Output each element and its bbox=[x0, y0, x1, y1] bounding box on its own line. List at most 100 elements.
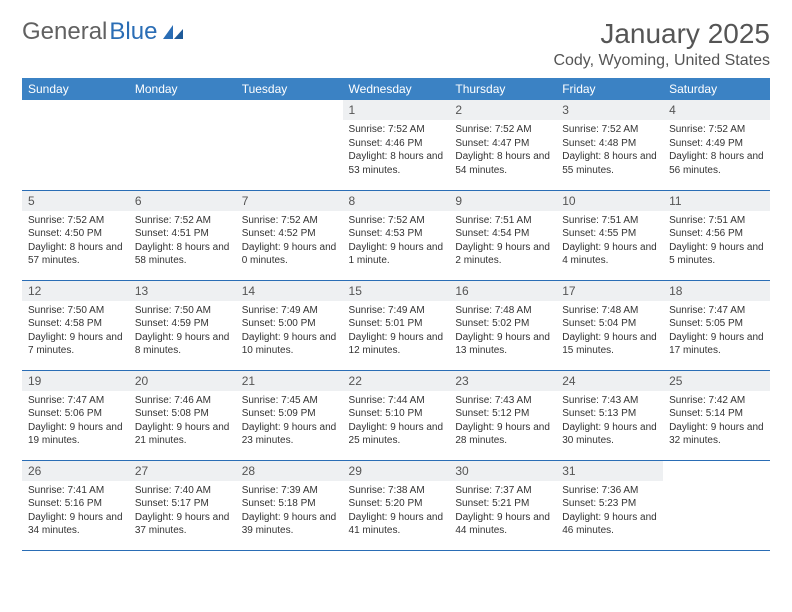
sunset-line: Sunset: 5:01 PM bbox=[349, 318, 423, 329]
calendar-day-cell: 26Sunrise: 7:41 AMSunset: 5:16 PMDayligh… bbox=[22, 460, 129, 550]
daylight-line: Daylight: 9 hours and 23 minutes. bbox=[242, 422, 337, 447]
sunrise-line: Sunrise: 7:52 AM bbox=[135, 215, 211, 226]
day-details: Sunrise: 7:41 AM Sunset: 5:16 PM Daylight:… bbox=[22, 481, 129, 541]
day-details: Sunrise: 7:51 AMSunset: 4:55 PMDaylight:… bbox=[556, 211, 663, 271]
day-number: 2 bbox=[449, 100, 556, 120]
sunset-line: Sunset: 5:04 PM bbox=[562, 318, 636, 329]
sunrise-line: Sunrise: 7:43 AM bbox=[562, 395, 638, 406]
sunrise-line: Sunrise: 7:36 AM bbox=[562, 485, 638, 496]
calendar-day-cell: 27Sunrise: 7:40 AMSunset: 5:17 PMDayligh… bbox=[129, 460, 236, 550]
calendar-day-cell: 20Sunrise: 7:46 AMSunset: 5:08 PMDayligh… bbox=[129, 370, 236, 460]
daylight-line: Daylight: 9 hours and 28 minutes. bbox=[455, 422, 550, 447]
sunset-line: Sunset: 4:47 PM bbox=[455, 138, 529, 149]
day-details: Sunrise: 7:52 AMSunset: 4:46 PMDaylight:… bbox=[343, 120, 450, 180]
sunrise-line: Sunrise: 7:40 AM bbox=[135, 485, 211, 496]
day-number: 11 bbox=[663, 191, 770, 211]
sunrise-line: Sunrise: 7:44 AM bbox=[349, 395, 425, 406]
day-number: 15 bbox=[343, 281, 450, 301]
calendar-day-cell: 18Sunrise: 7:47 AMSunset: 5:05 PMDayligh… bbox=[663, 280, 770, 370]
calendar-day-cell: 10Sunrise: 7:51 AMSunset: 4:55 PMDayligh… bbox=[556, 190, 663, 280]
day-number: 24 bbox=[556, 371, 663, 391]
day-number: 5 bbox=[22, 191, 129, 211]
calendar-day-cell: 6Sunrise: 7:52 AMSunset: 4:51 PMDaylight… bbox=[129, 190, 236, 280]
calendar-day-cell: 1Sunrise: 7:52 AMSunset: 4:46 PMDaylight… bbox=[343, 100, 450, 190]
weekday-header-row: Sunday Monday Tuesday Wednesday Thursday… bbox=[22, 78, 770, 100]
daylight-line: Daylight: 9 hours and 19 minutes. bbox=[28, 422, 123, 447]
sunset-line: Sunset: 5:18 PM bbox=[242, 498, 316, 509]
sunset-line: Sunset: 4:48 PM bbox=[562, 138, 636, 149]
sunrise-line: Sunrise: 7:52 AM bbox=[28, 215, 104, 226]
daylight-line: Daylight: 9 hours and 41 minutes. bbox=[349, 512, 444, 537]
sunset-line: Sunset: 5:16 PM bbox=[28, 498, 102, 509]
day-number: 21 bbox=[236, 371, 343, 391]
daylight-line: Daylight: 9 hours and 13 minutes. bbox=[455, 332, 550, 357]
daylight-line: Daylight: 9 hours and 17 minutes. bbox=[669, 332, 764, 357]
day-details: Sunrise: 7:39 AMSunset: 5:18 PMDaylight:… bbox=[236, 481, 343, 541]
calendar-day-cell: 25Sunrise: 7:42 AMSunset: 5:14 PMDayligh… bbox=[663, 370, 770, 460]
sunrise-line: Sunrise: 7:52 AM bbox=[669, 124, 745, 135]
sunrise-line: Sunrise: 7:37 AM bbox=[455, 485, 531, 496]
header: GeneralBlue January 2025 Cody, Wyoming, … bbox=[22, 18, 770, 70]
calendar-day-cell: 17Sunrise: 7:48 AMSunset: 5:04 PMDayligh… bbox=[556, 280, 663, 370]
logo-text-blue: Blue bbox=[109, 18, 157, 46]
daylight-line: Daylight: 8 hours and 57 minutes. bbox=[28, 242, 123, 267]
day-details: Sunrise: 7:42 AMSunset: 5:14 PMDaylight:… bbox=[663, 391, 770, 451]
day-details: Sunrise: 7:49 AMSunset: 5:01 PMDaylight:… bbox=[343, 301, 450, 361]
calendar-week-row: 19Sunrise: 7:47 AMSunset: 5:06 PMDayligh… bbox=[22, 370, 770, 460]
day-number: 30 bbox=[449, 461, 556, 481]
day-details: Sunrise: 7:50 AMSunset: 4:58 PMDaylight:… bbox=[22, 301, 129, 361]
sunset-line: Sunset: 4:51 PM bbox=[135, 228, 209, 239]
daylight-line: Daylight: 9 hours and 32 minutes. bbox=[669, 422, 764, 447]
day-details: Sunrise: 7:48 AMSunset: 5:02 PMDaylight:… bbox=[449, 301, 556, 361]
calendar-day-cell bbox=[236, 100, 343, 190]
day-details: Sunrise: 7:52 AM Sunset: 4:50 PM Daylight:… bbox=[22, 211, 129, 271]
logo: GeneralBlue bbox=[22, 18, 185, 46]
sunrise-line: Sunrise: 7:43 AM bbox=[455, 395, 531, 406]
calendar-day-cell: 28Sunrise: 7:39 AMSunset: 5:18 PMDayligh… bbox=[236, 460, 343, 550]
day-number: 16 bbox=[449, 281, 556, 301]
sunrise-line: Sunrise: 7:47 AM bbox=[28, 395, 104, 406]
sail-icon bbox=[161, 23, 185, 41]
sunset-line: Sunset: 4:50 PM bbox=[28, 228, 102, 239]
sunset-line: Sunset: 4:46 PM bbox=[349, 138, 423, 149]
weekday-header: Monday bbox=[129, 78, 236, 100]
sunset-line: Sunset: 5:10 PM bbox=[349, 408, 423, 419]
daylight-line: Daylight: 9 hours and 4 minutes. bbox=[562, 242, 657, 267]
day-details: Sunrise: 7:51 AMSunset: 4:54 PMDaylight:… bbox=[449, 211, 556, 271]
day-details: Sunrise: 7:43 AMSunset: 5:12 PMDaylight:… bbox=[449, 391, 556, 451]
day-number: 13 bbox=[129, 281, 236, 301]
daylight-line: Daylight: 9 hours and 12 minutes. bbox=[349, 332, 444, 357]
calendar-week-row: 12Sunrise: 7:50 AMSunset: 4:58 PMDayligh… bbox=[22, 280, 770, 370]
month-title: January 2025 bbox=[553, 18, 770, 50]
calendar-day-cell: 19Sunrise: 7:47 AMSunset: 5:06 PMDayligh… bbox=[22, 370, 129, 460]
day-number: 9 bbox=[449, 191, 556, 211]
sunrise-line: Sunrise: 7:52 AM bbox=[455, 124, 531, 135]
sunset-line: Sunset: 5:08 PM bbox=[135, 408, 209, 419]
day-number: 25 bbox=[663, 371, 770, 391]
sunrise-line: Sunrise: 7:46 AM bbox=[135, 395, 211, 406]
day-details: Sunrise: 7:36 AMSunset: 5:23 PMDaylight:… bbox=[556, 481, 663, 541]
day-number: 31 bbox=[556, 461, 663, 481]
sunrise-line: Sunrise: 7:38 AM bbox=[349, 485, 425, 496]
calendar-day-cell: 13Sunrise: 7:50 AMSunset: 4:59 PMDayligh… bbox=[129, 280, 236, 370]
daylight-line: Daylight: 9 hours and 7 minutes. bbox=[28, 332, 123, 357]
daylight-line: Daylight: 9 hours and 34 minutes. bbox=[28, 512, 123, 537]
sunrise-line: Sunrise: 7:41 AM bbox=[28, 485, 104, 496]
calendar-day-cell: 9Sunrise: 7:51 AMSunset: 4:54 PMDaylight… bbox=[449, 190, 556, 280]
weekday-header: Wednesday bbox=[343, 78, 450, 100]
calendar-day-cell bbox=[129, 100, 236, 190]
sunset-line: Sunset: 5:09 PM bbox=[242, 408, 316, 419]
day-details: Sunrise: 7:44 AMSunset: 5:10 PMDaylight:… bbox=[343, 391, 450, 451]
daylight-line: Daylight: 9 hours and 46 minutes. bbox=[562, 512, 657, 537]
sunrise-line: Sunrise: 7:45 AM bbox=[242, 395, 318, 406]
sunset-line: Sunset: 5:17 PM bbox=[135, 498, 209, 509]
sunset-line: Sunset: 4:49 PM bbox=[669, 138, 743, 149]
sunrise-line: Sunrise: 7:51 AM bbox=[562, 215, 638, 226]
sunset-line: Sunset: 5:13 PM bbox=[562, 408, 636, 419]
day-details: Sunrise: 7:52 AMSunset: 4:47 PMDaylight:… bbox=[449, 120, 556, 180]
calendar-day-cell: 30Sunrise: 7:37 AMSunset: 5:21 PMDayligh… bbox=[449, 460, 556, 550]
sunrise-line: Sunrise: 7:51 AM bbox=[669, 215, 745, 226]
calendar-day-cell: 24Sunrise: 7:43 AMSunset: 5:13 PMDayligh… bbox=[556, 370, 663, 460]
day-details: Sunrise: 7:38 AMSunset: 5:20 PMDaylight:… bbox=[343, 481, 450, 541]
calendar-day-cell: 4Sunrise: 7:52 AMSunset: 4:49 PMDaylight… bbox=[663, 100, 770, 190]
